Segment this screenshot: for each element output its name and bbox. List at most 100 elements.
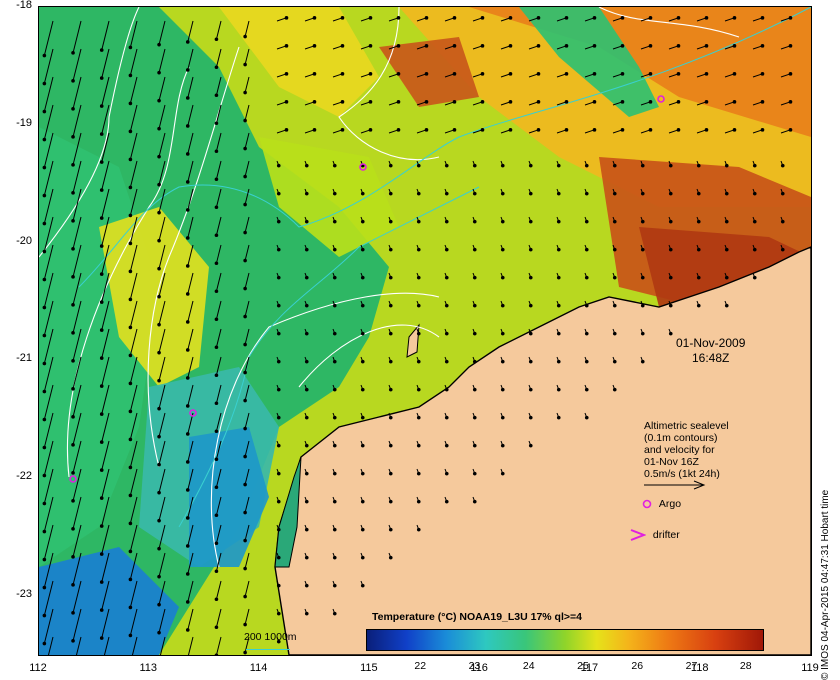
velocity-arrow-head — [185, 404, 190, 408]
velocity-arrow-head — [332, 499, 337, 504]
velocity-arrow-head — [388, 303, 393, 308]
velocity-arrow — [187, 580, 194, 603]
velocity-arrow-head — [332, 387, 337, 392]
velocity-arrow — [187, 188, 194, 211]
velocity-arrow — [215, 440, 222, 460]
velocity-scale-arrow-icon — [644, 480, 706, 490]
velocity-arrow — [43, 188, 54, 224]
velocity-arrow-head — [508, 44, 513, 48]
velocity-arrow-head — [556, 191, 561, 196]
velocity-arrow-head — [128, 521, 133, 526]
sst-region — [219, 7, 379, 117]
velocity-arrow — [129, 608, 138, 636]
velocity-arrow-head — [732, 100, 737, 104]
velocity-arrow-head — [243, 370, 247, 375]
velocity-arrow-head — [396, 72, 401, 76]
velocity-arrow-head — [99, 580, 104, 584]
velocity-arrow-head — [472, 387, 477, 392]
velocity-arrow-head — [99, 188, 104, 192]
velocity-arrow-head — [500, 247, 505, 252]
velocity-arrow — [215, 188, 222, 208]
velocity-arrow — [101, 132, 110, 163]
velocity-arrow — [101, 552, 110, 583]
velocity-arrow-head — [42, 333, 47, 338]
velocity-arrow-head — [332, 331, 337, 336]
velocity-arrow-head — [185, 460, 190, 464]
velocity-arrow-head — [388, 163, 393, 168]
velocity-arrow-head — [128, 381, 133, 386]
velocity-arrow-head — [368, 72, 373, 76]
velocity-arrow — [101, 356, 110, 387]
velocity-arrow — [158, 440, 166, 465]
velocity-arrow-head — [368, 100, 373, 104]
velocity-arrow-head — [676, 44, 681, 48]
velocity-arrow-head — [128, 353, 133, 358]
velocity-arrow — [215, 468, 222, 488]
velocity-arrow-head — [185, 236, 190, 240]
velocity-arrow — [187, 300, 194, 323]
velocity-arrow-head — [612, 387, 617, 392]
velocity-arrow-head — [284, 100, 289, 104]
velocity-arrow-head — [304, 387, 309, 392]
depth-contour-legend: 200 1000m — [244, 631, 297, 643]
velocity-arrow — [129, 48, 138, 76]
sealevel-contour — [338, 7, 440, 161]
velocity-arrow-head — [128, 409, 133, 414]
velocity-arrow-head — [276, 191, 281, 196]
velocity-arrow-head — [276, 583, 281, 588]
velocity-arrow-head — [71, 219, 75, 223]
velocity-arrow — [244, 216, 250, 233]
velocity-arrow-head — [276, 499, 281, 504]
velocity-arrow-head — [360, 359, 365, 364]
velocity-arrow-head — [128, 605, 133, 610]
velocity-arrow-head — [620, 44, 625, 48]
velocity-arrow-head — [99, 76, 104, 80]
velocity-arrow-head — [128, 549, 133, 554]
velocity-arrow-head — [332, 527, 337, 532]
velocity-arrow-head — [304, 499, 309, 504]
velocity-arrow-head — [128, 157, 133, 162]
y-tick-label: -19 — [16, 116, 32, 129]
velocity-arrow-head — [696, 275, 701, 280]
velocity-arrow-head — [564, 44, 569, 48]
velocity-arrow-head — [500, 163, 505, 168]
velocity-arrow — [187, 496, 194, 519]
velocity-arrow-head — [536, 16, 541, 20]
velocity-arrow — [244, 160, 250, 177]
velocity-arrow-head — [185, 124, 190, 128]
velocity-arrow-head — [452, 72, 457, 76]
velocity-arrow-head — [556, 219, 561, 224]
velocity-arrow-head — [444, 471, 449, 476]
velocity-arrow-head — [500, 219, 505, 224]
velocity-arrow-head — [157, 238, 161, 243]
velocity-arrow-head — [648, 100, 653, 104]
velocity-arrow-head — [185, 488, 190, 492]
sst-region — [519, 7, 659, 117]
sst-map[interactable] — [38, 6, 812, 656]
velocity-arrow-head — [128, 101, 133, 106]
velocity-arrow-head — [360, 331, 365, 336]
velocity-arrow-head — [243, 482, 247, 487]
velocity-arrow — [43, 20, 54, 56]
velocity-arrow-head — [157, 210, 161, 215]
velocity-arrow-head — [42, 389, 47, 394]
velocity-arrow-head — [185, 544, 190, 548]
velocity-arrow-head — [42, 305, 47, 310]
velocity-arrow-head — [243, 62, 247, 67]
velocity-arrow-head — [128, 297, 133, 302]
velocity-arrow-head — [214, 373, 219, 378]
velocity-arrow-head — [332, 219, 337, 224]
velocity-arrow — [101, 412, 110, 443]
velocity-arrow-head — [592, 16, 597, 20]
velocity-arrow-head — [214, 121, 219, 126]
velocity-arrow-head — [648, 72, 653, 76]
velocity-arrow-head — [214, 177, 219, 182]
velocity-arrow-head — [42, 361, 47, 366]
velocity-arrow-head — [304, 555, 309, 560]
velocity-arrow-head — [480, 16, 485, 20]
velocity-arrow — [43, 48, 54, 84]
velocity-arrow — [101, 328, 110, 359]
velocity-arrow-head — [724, 303, 729, 308]
velocity-arrow-head — [214, 289, 219, 294]
velocity-arrow-head — [528, 247, 533, 252]
